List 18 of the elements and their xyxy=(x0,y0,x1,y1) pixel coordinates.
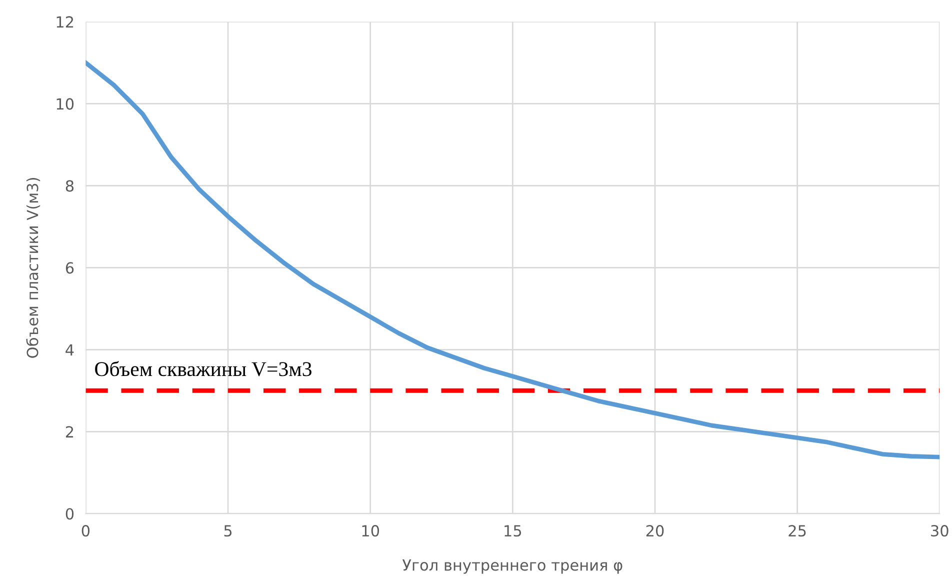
x-tick-label: 20 xyxy=(646,525,664,537)
x-tick-label: 10 xyxy=(362,525,380,537)
x-tick-label: 5 xyxy=(224,525,232,537)
y-tick-label: 8 xyxy=(66,180,74,192)
x-axis-title: Угол внутреннего трения φ xyxy=(402,559,622,574)
ref-line-label: Объем скважины V=3м3 xyxy=(95,361,312,376)
y-tick-label: 12 xyxy=(56,16,74,28)
line-series xyxy=(86,60,940,460)
x-tick-label: 15 xyxy=(504,525,522,537)
x-tick-label: 25 xyxy=(788,525,806,537)
y-axis-title: Объем пластики V(м3) xyxy=(26,178,40,358)
y-tick-label: 6 xyxy=(66,262,74,274)
x-tick-label: 0 xyxy=(82,525,90,537)
y-tick-label: 0 xyxy=(66,508,74,520)
x-tick-label: 30 xyxy=(931,525,948,537)
y-tick-label: 10 xyxy=(56,98,74,110)
y-tick-label: 2 xyxy=(66,426,74,438)
y-tick-label: 4 xyxy=(66,344,74,356)
